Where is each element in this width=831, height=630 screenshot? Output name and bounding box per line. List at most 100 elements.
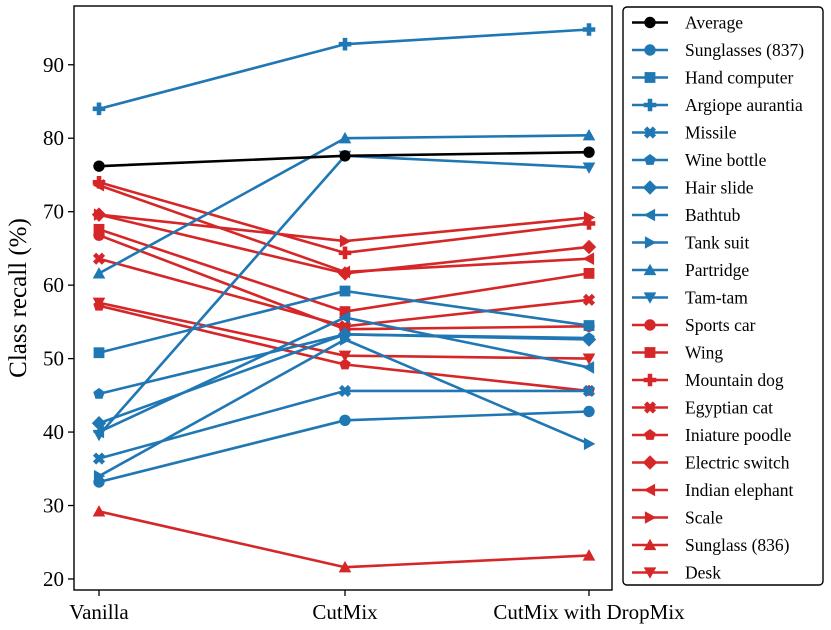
- legend-label: Hand computer: [685, 68, 794, 88]
- legend-marker: [643, 483, 656, 497]
- data-point: [582, 549, 596, 561]
- plot-area: [91, 23, 597, 573]
- data-point: [338, 37, 352, 51]
- data-point: [339, 234, 352, 248]
- data-point: [583, 405, 595, 418]
- legend-label: Tam-tam: [685, 288, 748, 308]
- data-point: [92, 252, 106, 265]
- legend-item: Missile: [632, 123, 737, 143]
- legend-item: Tank suit: [632, 233, 750, 253]
- legend-item: Hand computer: [632, 68, 794, 88]
- data-point: [339, 150, 351, 162]
- legend-marker: [643, 401, 657, 414]
- series-mountain-dog: [92, 176, 596, 260]
- legend-item: Tam-tam: [632, 288, 748, 308]
- data-point: [338, 350, 352, 362]
- y-tick-label: 20: [43, 567, 64, 591]
- legend-label: Argiope aurantia: [685, 95, 803, 115]
- legend-marker: [644, 347, 656, 358]
- legend-marker: [644, 511, 657, 524]
- y-tick-label: 70: [43, 200, 64, 224]
- series-argiope-aurantia: [92, 23, 596, 116]
- legend-label: Missile: [685, 123, 737, 143]
- legend-marker: [644, 236, 657, 249]
- legend-marker: [643, 567, 657, 579]
- data-point: [582, 162, 596, 174]
- y-tick-label: 50: [43, 347, 64, 371]
- legend-item: Sunglasses (837): [632, 40, 804, 60]
- legend: Average Sunglasses (837) Hand computer Argi…: [622, 6, 824, 586]
- data-point: [583, 320, 595, 331]
- legend-item: Argiope aurantia: [632, 95, 803, 115]
- data-point: [338, 311, 351, 324]
- legend-label: Tank suit: [685, 233, 750, 253]
- legend-label: Sunglass (836): [685, 535, 790, 555]
- data-point: [581, 239, 597, 255]
- legend-marker: [644, 429, 656, 440]
- data-point: [339, 414, 351, 427]
- legend-item: Sports car: [632, 315, 756, 335]
- legend-label: Scale: [685, 508, 723, 528]
- legend-item: Wine bottle: [632, 150, 767, 170]
- legend-item: Average: [632, 13, 743, 33]
- legend-label: Mountain dog: [685, 370, 784, 390]
- data-point: [582, 23, 596, 36]
- data-point: [92, 176, 106, 189]
- legend-label: Electric switch: [685, 453, 790, 473]
- legend-item: Scale: [632, 508, 723, 528]
- data-point: [92, 452, 106, 465]
- y-tick-label: 80: [43, 126, 64, 150]
- legend-marker: [644, 44, 656, 56]
- data-point: [582, 384, 596, 397]
- data-point: [582, 217, 596, 230]
- data-point: [93, 299, 105, 311]
- series-line: [98, 510, 590, 569]
- y-tick-label: 30: [43, 494, 64, 518]
- legend-label: Partridge: [685, 260, 749, 280]
- legend-label: Wine bottle: [685, 150, 767, 170]
- legend-label: Indian elephant: [685, 480, 793, 500]
- data-point: [582, 353, 596, 365]
- data-point: [93, 387, 105, 399]
- legend-marker: [644, 16, 656, 29]
- legend-marker: [644, 319, 656, 331]
- legend-item: Hair slide: [632, 178, 754, 198]
- series-scale: [93, 208, 596, 248]
- legend-marker: [643, 98, 657, 112]
- data-point: [91, 207, 107, 222]
- series-sunglasses-837: [93, 405, 595, 488]
- series-wine-bottle: [93, 328, 595, 399]
- y-axis-label: Class recall (%): [5, 218, 32, 378]
- data-point: [339, 358, 351, 370]
- legend-label: Egyptian cat: [685, 398, 773, 418]
- y-tick-label: 40: [43, 420, 64, 444]
- data-point: [93, 229, 105, 241]
- legend-marker: [642, 455, 658, 470]
- legend-item: Bathtub: [632, 205, 741, 225]
- legend-label: Sports car: [685, 315, 756, 335]
- legend-marker: [643, 373, 657, 387]
- data-point: [583, 332, 595, 343]
- legend-item: Indian elephant: [632, 480, 793, 500]
- series-partridge: [92, 128, 596, 279]
- series-indian-elephant: [92, 178, 595, 279]
- legend-marker: [642, 180, 658, 195]
- legend-marker: [644, 154, 656, 165]
- x-tick-label: CutMix with DropMix: [493, 600, 685, 624]
- legend-item: Desk: [632, 563, 721, 583]
- data-point: [583, 437, 596, 451]
- series-average: [93, 146, 595, 172]
- legend-item: Mountain dog: [632, 370, 784, 390]
- x-tick-label: Vanilla: [69, 600, 129, 624]
- data-point: [337, 266, 353, 281]
- data-point: [338, 131, 352, 144]
- data-point: [93, 223, 105, 235]
- legend-label: Iniature poodle: [685, 425, 792, 445]
- series-electric-switch: [91, 207, 597, 281]
- data-point: [582, 361, 595, 374]
- x-axis: Vanilla CutMix CutMix with DropMix: [69, 590, 685, 624]
- legend-label: Average: [685, 13, 743, 33]
- data-point: [338, 560, 352, 573]
- data-point: [92, 267, 106, 279]
